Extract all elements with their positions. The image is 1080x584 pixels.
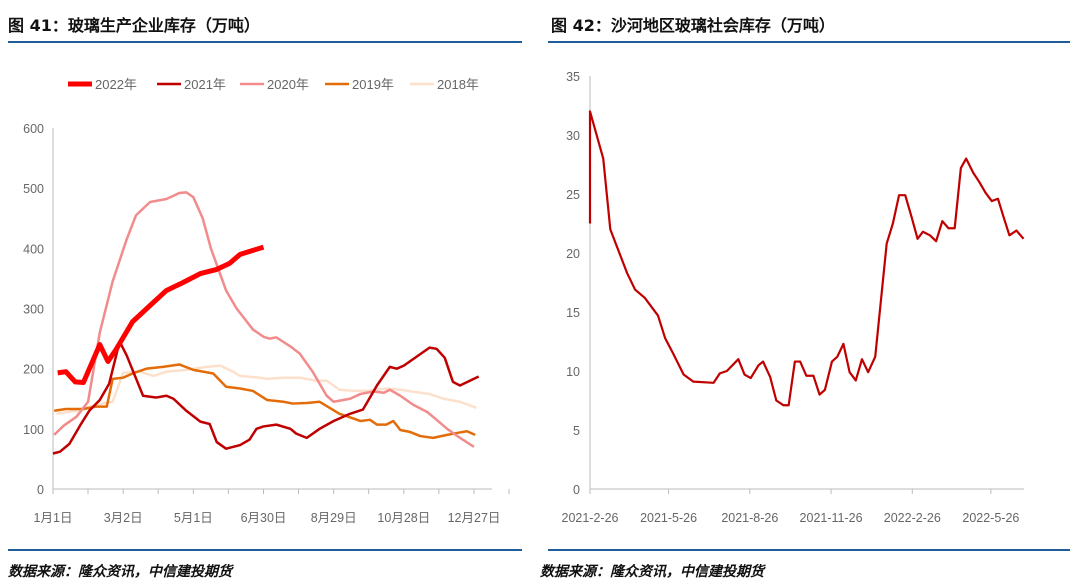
right-x-tick-label: 2021-2-26: [562, 511, 619, 525]
right-source-note: 数据来源：隆众资讯，中信建投期货: [540, 564, 764, 580]
left-y-tick-label: 0: [37, 483, 44, 497]
legend-label: 2020年: [267, 77, 309, 92]
right-x-tick-label: 2022-2-26: [884, 511, 941, 525]
legend-label: 2022年: [95, 77, 137, 92]
right-x-tick-label: 2021-11-26: [800, 511, 863, 525]
right-y-tick-label: 10: [566, 365, 580, 379]
right-footer-rule: [548, 549, 1070, 551]
right-x-tick-label: 2022-5-26: [962, 511, 1019, 525]
left-footer-rule: [8, 549, 522, 551]
left-x-tick-label: 8月29日: [311, 511, 357, 525]
right-x-tick-label: 2021-5-26: [640, 511, 697, 525]
left-x-tick-label: 10月28日: [377, 511, 430, 525]
right-y-tick-label: 30: [566, 129, 580, 143]
right-y-tick-label: 0: [573, 483, 580, 497]
right-y-tick-label: 20: [566, 247, 580, 261]
left-source-note: 数据来源：隆众资讯，中信建投期货: [8, 564, 232, 580]
series-line-2020年: [53, 191, 475, 448]
legend-label: 2018年: [437, 77, 479, 92]
left-y-tick-label: 300: [23, 303, 44, 317]
left-x-tick-label: 6月30日: [241, 511, 287, 525]
right-x-tick-label: 2021-8-26: [721, 511, 778, 525]
left-y-tick-label: 200: [23, 363, 44, 377]
right-y-tick-label: 5: [573, 424, 580, 438]
left-x-tick-label: 12月27日: [448, 511, 501, 525]
legend-label: 2019年: [352, 77, 394, 92]
right-title-rule: [548, 41, 1070, 43]
series-line-2022年: [57, 244, 265, 386]
left-x-tick-label: 1月1日: [34, 511, 73, 525]
series-line-inventory: [588, 110, 1025, 407]
left-y-tick-label: 600: [23, 122, 44, 136]
right-y-tick-label: 25: [566, 188, 580, 202]
series-line-2019年: [53, 363, 476, 440]
left-title-rule: [8, 41, 522, 43]
legend-label: 2021年: [184, 77, 226, 92]
right-chart-title: 图 42：沙河地区玻璃社会库存（万吨）: [551, 16, 835, 35]
right-y-tick-label: 35: [566, 70, 580, 84]
left-x-tick-label: 5月1日: [174, 511, 213, 525]
series-line-2021年: [52, 340, 480, 455]
left-y-tick-label: 500: [23, 182, 44, 196]
right-y-tick-label: 15: [566, 306, 580, 320]
left-y-tick-label: 400: [23, 242, 44, 256]
left-chart-title: 图 41：玻璃生产企业库存（万吨）: [8, 16, 260, 35]
series-line-2018年: [56, 364, 477, 416]
left-y-tick-label: 100: [23, 423, 44, 437]
left-x-tick-label: 3月2日: [104, 511, 143, 525]
